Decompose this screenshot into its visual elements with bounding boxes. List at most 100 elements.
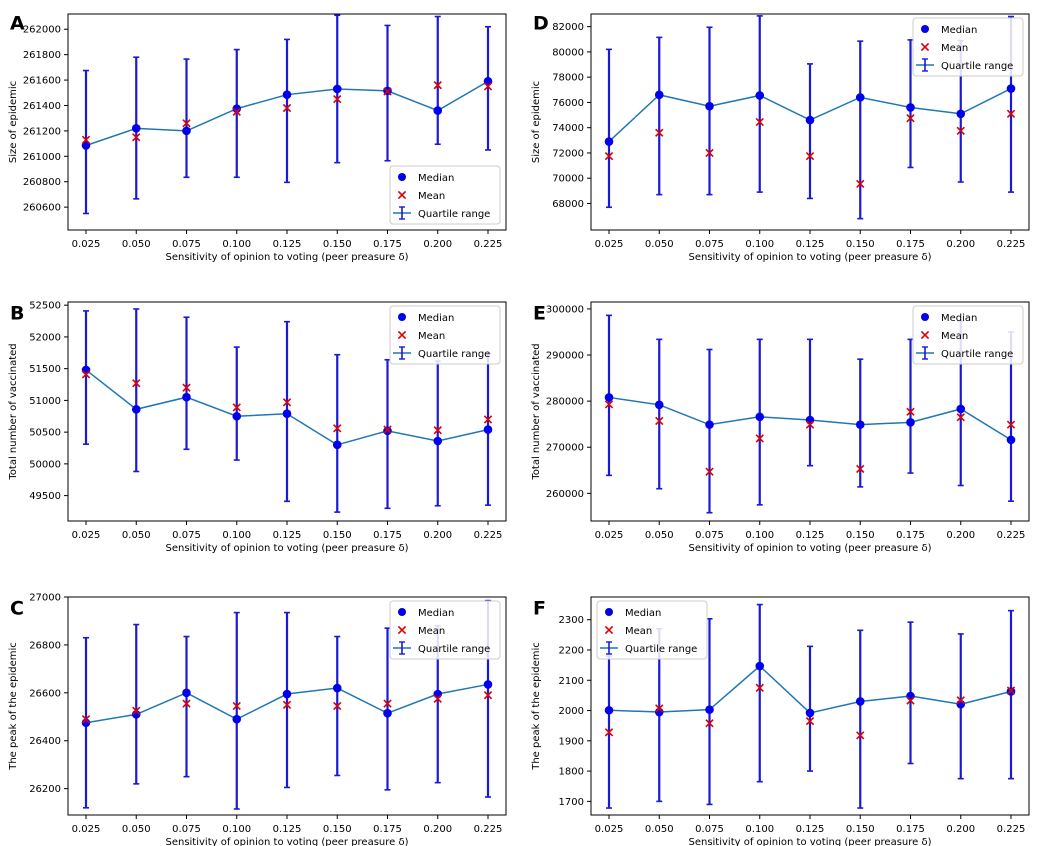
median-point: [332, 84, 342, 94]
x-tick-label: 0.050: [122, 530, 151, 541]
median-point: [483, 680, 493, 689]
median-point: [182, 392, 191, 402]
y-tick-label: 80000: [552, 47, 584, 58]
panel-letter: D: [533, 13, 549, 35]
legend-box: [389, 600, 501, 660]
y-tick-label: 52000: [29, 332, 61, 343]
y-tick-label: 280000: [546, 397, 584, 408]
legend-mean-label: Mean: [625, 626, 652, 637]
median-point: [332, 683, 342, 693]
x-tick-label: 0.225: [997, 239, 1026, 250]
y-tick-label: 50500: [29, 428, 61, 439]
mean-point: [383, 425, 392, 434]
y-tick-label: 261800: [23, 50, 61, 61]
mean-point: [906, 407, 915, 416]
legend-range-label: Quartile range: [941, 349, 1013, 360]
mean-point: [433, 426, 442, 435]
panel-letter: E: [533, 303, 546, 325]
x-tick-label: 0.150: [323, 530, 352, 541]
x-tick-label: 0.050: [645, 239, 674, 250]
mean-point: [282, 700, 292, 709]
y-axis-label: The peak of the epidemic: [8, 642, 19, 771]
panel-letter: A: [10, 13, 25, 35]
y-tick-label: 51500: [29, 364, 61, 375]
legend-mean-marker: [920, 330, 930, 340]
legend-mean-label: Mean: [418, 626, 445, 637]
median-point: [182, 126, 191, 136]
x-tick-label: 0.150: [846, 824, 875, 835]
mean-point: [81, 135, 91, 144]
y-tick-label: 2300: [559, 615, 584, 626]
mean-point: [333, 424, 342, 433]
legend-median-label: Median: [418, 313, 454, 324]
mean-point: [333, 701, 342, 711]
y-axis-label: Total number of vaccinated: [531, 343, 542, 480]
y-tick-label: 50000: [29, 459, 61, 470]
x-axis-label: Sensitivity of opinion to voting (peer p…: [165, 252, 408, 263]
median-point: [182, 688, 191, 698]
median-point: [604, 705, 614, 715]
x-tick-label: 0.050: [122, 824, 151, 835]
x-tick-label: 0.100: [222, 530, 251, 541]
x-tick-label: 0.150: [846, 239, 875, 250]
mean-point: [805, 716, 815, 726]
y-tick-label: 261600: [23, 76, 61, 87]
x-tick-label: 0.175: [373, 824, 402, 835]
y-tick-label: 26400: [29, 736, 61, 747]
mean-point: [182, 699, 191, 708]
legend-range-label: Quartile range: [941, 61, 1013, 72]
legend-mean-marker: [397, 625, 407, 635]
y-tick-label: 260000: [546, 489, 584, 500]
median-point: [433, 106, 443, 115]
median-point: [232, 411, 242, 421]
y-tick-label: 51000: [29, 396, 61, 407]
legend-median-marker: [605, 608, 613, 616]
mean-point: [604, 400, 614, 409]
y-tick-label: 49500: [29, 491, 61, 502]
mean-point: [755, 117, 764, 127]
legend-mean-marker: [397, 190, 407, 200]
median-point: [906, 418, 915, 427]
x-tick-label: 0.100: [745, 530, 774, 541]
median-point: [956, 109, 966, 119]
y-tick-label: 78000: [552, 73, 584, 84]
median-point: [131, 404, 141, 414]
legend: Median Mean Quartile range: [389, 305, 501, 365]
y-tick-label: 1800: [559, 767, 584, 778]
legend-mean-marker: [604, 625, 614, 635]
mean-point: [132, 706, 141, 715]
y-tick-label: 26600: [29, 688, 61, 699]
mean-point: [383, 699, 392, 708]
median-point: [705, 101, 714, 111]
median-point: [383, 708, 392, 718]
x-tick-label: 0.100: [745, 239, 774, 250]
y-tick-label: 261400: [23, 101, 61, 112]
x-axis-label: Sensitivity of opinion to voting (peer p…: [688, 252, 931, 263]
legend-box: [596, 600, 708, 660]
y-tick-label: 1900: [559, 736, 584, 747]
legend: Median Mean Quartile range: [389, 165, 501, 225]
median-point: [433, 436, 443, 446]
mean-point: [433, 80, 442, 90]
y-tick-label: 27000: [29, 593, 61, 604]
mean-point: [604, 728, 614, 737]
legend-median-marker: [921, 25, 929, 33]
legend: Median Mean Quartile range: [389, 600, 501, 660]
y-axis-label: Size of epidemic: [8, 81, 19, 163]
legend-mean-marker: [397, 330, 407, 340]
panel-letter: F: [533, 598, 546, 620]
y-tick-label: 260800: [23, 177, 61, 188]
x-tick-label: 0.075: [695, 824, 724, 835]
mean-point: [755, 683, 764, 692]
x-tick-label: 0.025: [595, 530, 624, 541]
x-tick-label: 0.225: [997, 530, 1026, 541]
x-tick-label: 0.175: [896, 530, 925, 541]
chart-panel-c: C 26200 26400 26600 26800 27000 0.025 0.050 0.07…: [8, 593, 507, 846]
x-tick-label: 0.125: [273, 824, 302, 835]
median-point: [654, 90, 664, 100]
legend-mean-marker: [920, 42, 930, 52]
median-point: [81, 365, 91, 375]
x-tick-label: 0.075: [695, 239, 724, 250]
median-point: [906, 103, 915, 112]
median-point: [855, 697, 865, 706]
